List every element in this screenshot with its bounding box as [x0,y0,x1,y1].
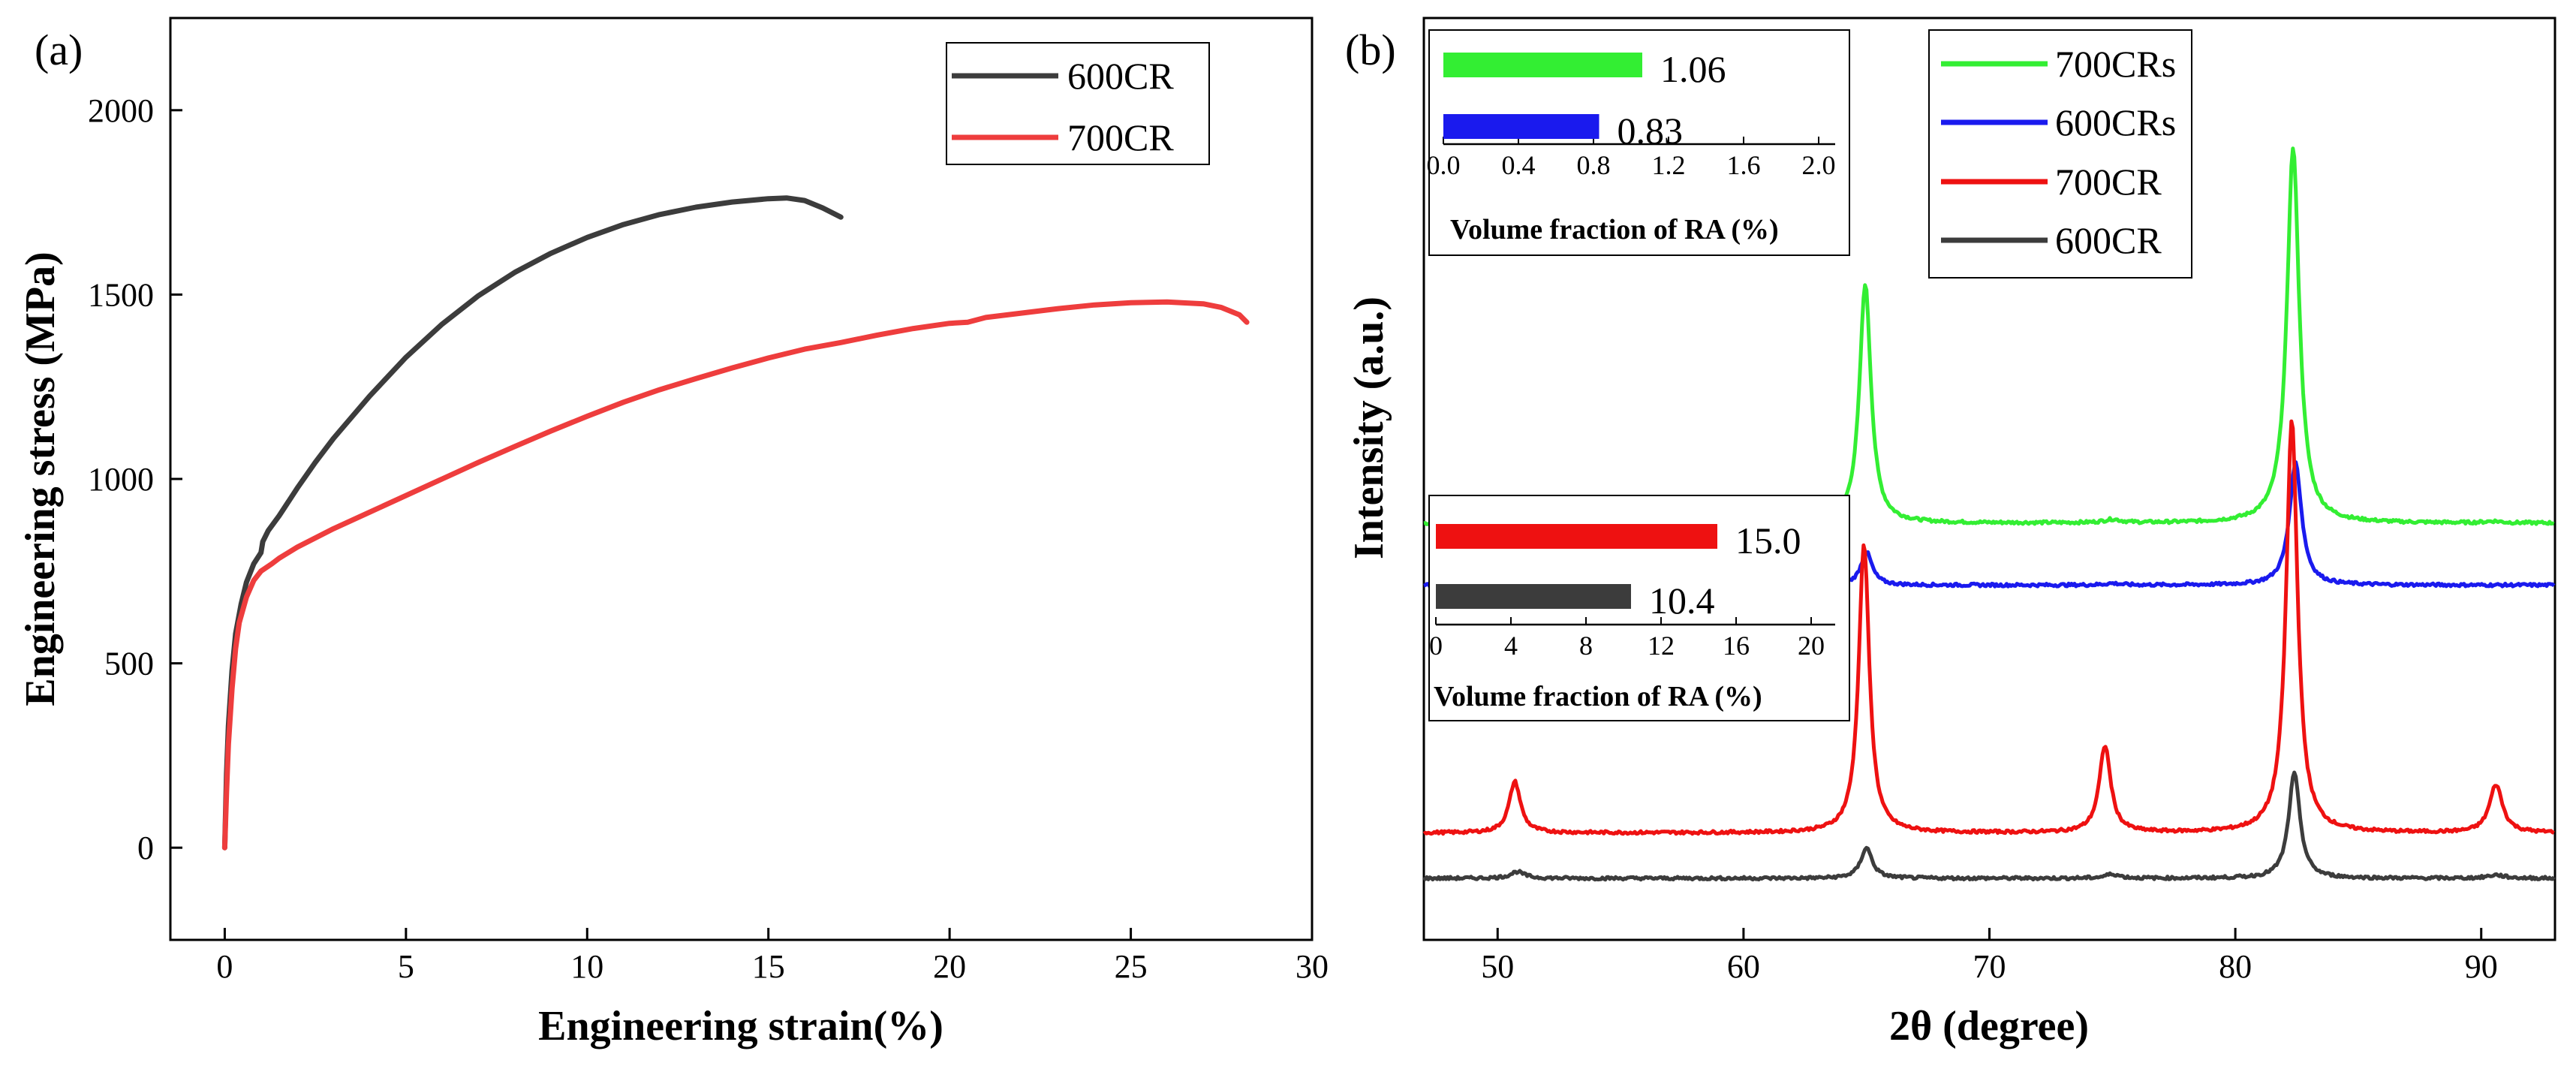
inset-bottom-title: Volume fraction of RA (%) [1434,681,1762,712]
panel-a-label: (a) [35,26,83,74]
inset-x-tick-label: 1.2 [1652,150,1686,180]
panel-b-x-tick-label: 50 [1481,948,1514,985]
inset-x-tick-label: 8 [1579,631,1593,661]
panel-b-label: (b) [1345,26,1396,74]
panel-a-x-tick-label: 5 [398,948,414,985]
panel-a-x-tick-label: 0 [216,948,233,985]
panel-b-x-tick-label: 60 [1727,948,1760,985]
inset-x-tick-label: 0.8 [1577,150,1611,180]
panel-b-y-label: Intensity (a.u.) [1346,297,1392,559]
panel-b-legend-box [1928,29,2192,279]
panel-a-y-axis: 0 500 1000 1500 2000 [88,92,182,866]
panel-a-y-tick-label: 500 [104,646,154,682]
legend-label-700CR: 700CR [1067,116,1174,158]
legend-label-700CRs: 700CRs [2055,43,2176,85]
legend-label-600CR: 600CR [1067,55,1174,97]
panel-b-legend: 700CRs 600CRs 700CR 600CR [1928,29,2192,279]
series-line-600CR [221,195,844,851]
panel-a-x-axis: 0 5 10 15 20 25 30 [216,928,1329,985]
inset-bottom-bars: 15.0 10.4 [1436,519,1801,622]
inset-bar-700CR [1436,524,1717,549]
inset-x-tick-label: 20 [1798,631,1825,661]
legend-label-600CR-b: 600CR [2055,219,2162,261]
inset-top-x-axis: 0.0 0.4 0.8 1.2 1.6 2.0 [1427,137,1836,180]
inset-bottom: 0 4 8 12 16 20 15.0 10.4 Volume fraction of RA… [1428,495,1850,721]
panel-a-x-tick-label: 30 [1296,948,1329,985]
inset-top: 0.0 0.4 0.8 1.2 1.6 2.0 1.06 0.83 Volume fract… [1427,29,1850,256]
panel-a-x-label: Engineering strain(%) [538,1003,943,1049]
inset-x-tick-label: 0.0 [1427,150,1461,180]
inset-x-tick-label: 2.0 [1802,150,1836,180]
inset-x-tick-label: 16 [1723,631,1750,661]
panel-a-y-tick-label: 1500 [88,276,154,313]
series-line-600CR [1422,770,2556,882]
panel-b-x-tick-label: 90 [2465,948,2498,985]
legend-label-600CRs: 600CRs [2055,101,2176,143]
legend-label-700CR-b: 700CR [2055,161,2162,203]
panel-b-x-tick-label: 80 [2219,948,2252,985]
inset-x-tick-label: 0 [1429,631,1443,661]
panel-a-y-tick-label: 0 [137,830,154,866]
inset-bar-600CRs [1443,114,1599,139]
panel-b: (b) 50 60 70 80 90 2θ (degree) Intensity (a.… [1345,17,2556,1049]
inset-x-tick-label: 0.4 [1502,150,1536,180]
inset-bar-label-600CR: 10.4 [1649,580,1715,622]
panel-b-x-tick-label: 70 [1973,948,2006,985]
inset-bottom-x-axis: 0 4 8 12 16 20 [1429,617,1825,661]
series-line-700CR [221,299,1250,851]
inset-bar-700CRs [1443,53,1642,77]
panel-a: (a) 0 5 10 15 20 25 30 0 500 1000 1500 2000 Engine… [17,17,1329,1049]
inset-x-tick-label: 12 [1648,631,1675,661]
inset-bar-label-700CRs: 1.06 [1660,48,1726,90]
inset-bar-label-600CRs: 0.83 [1618,110,1684,152]
panel-a-x-tick-label: 10 [570,948,603,985]
panel-a-y-tick-label: 1000 [88,461,154,498]
panel-a-legend-box [946,42,1210,165]
panel-a-x-tick-label: 15 [752,948,785,985]
panel-b-x-axis: 50 60 70 80 90 [1481,928,2498,985]
panel-a-x-tick-label: 20 [933,948,966,985]
series-line-700CR [1422,419,2555,836]
inset-top-title: Volume fraction of RA (%) [1450,214,1779,245]
inset-top-bars: 1.06 0.83 [1443,48,1726,152]
inset-bar-600CR [1436,584,1631,609]
panel-a-x-tick-label: 25 [1115,948,1148,985]
inset-bar-label-700CR: 15.0 [1735,519,1801,562]
panel-a-y-tick-label: 2000 [88,92,154,129]
inset-x-tick-label: 1.6 [1727,150,1761,180]
inset-x-tick-label: 4 [1504,631,1518,661]
panel-b-x-label: 2θ (degree) [1889,1003,2089,1049]
panel-a-legend: 600CR 700CR [946,42,1210,165]
panel-a-y-label: Engineering stress (MPa) [17,251,64,706]
panel-a-series [221,195,1250,851]
